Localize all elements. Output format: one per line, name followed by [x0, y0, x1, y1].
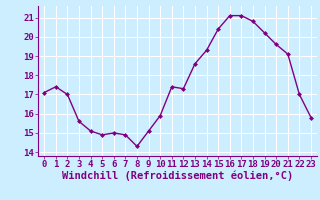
X-axis label: Windchill (Refroidissement éolien,°C): Windchill (Refroidissement éolien,°C)	[62, 171, 293, 181]
